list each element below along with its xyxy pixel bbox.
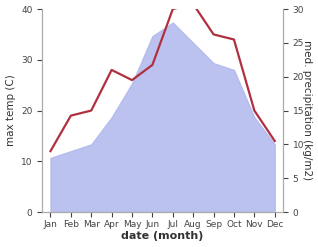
Y-axis label: max temp (C): max temp (C) [5, 75, 16, 146]
X-axis label: date (month): date (month) [121, 231, 204, 242]
Y-axis label: med. precipitation (kg/m2): med. precipitation (kg/m2) [302, 41, 313, 181]
